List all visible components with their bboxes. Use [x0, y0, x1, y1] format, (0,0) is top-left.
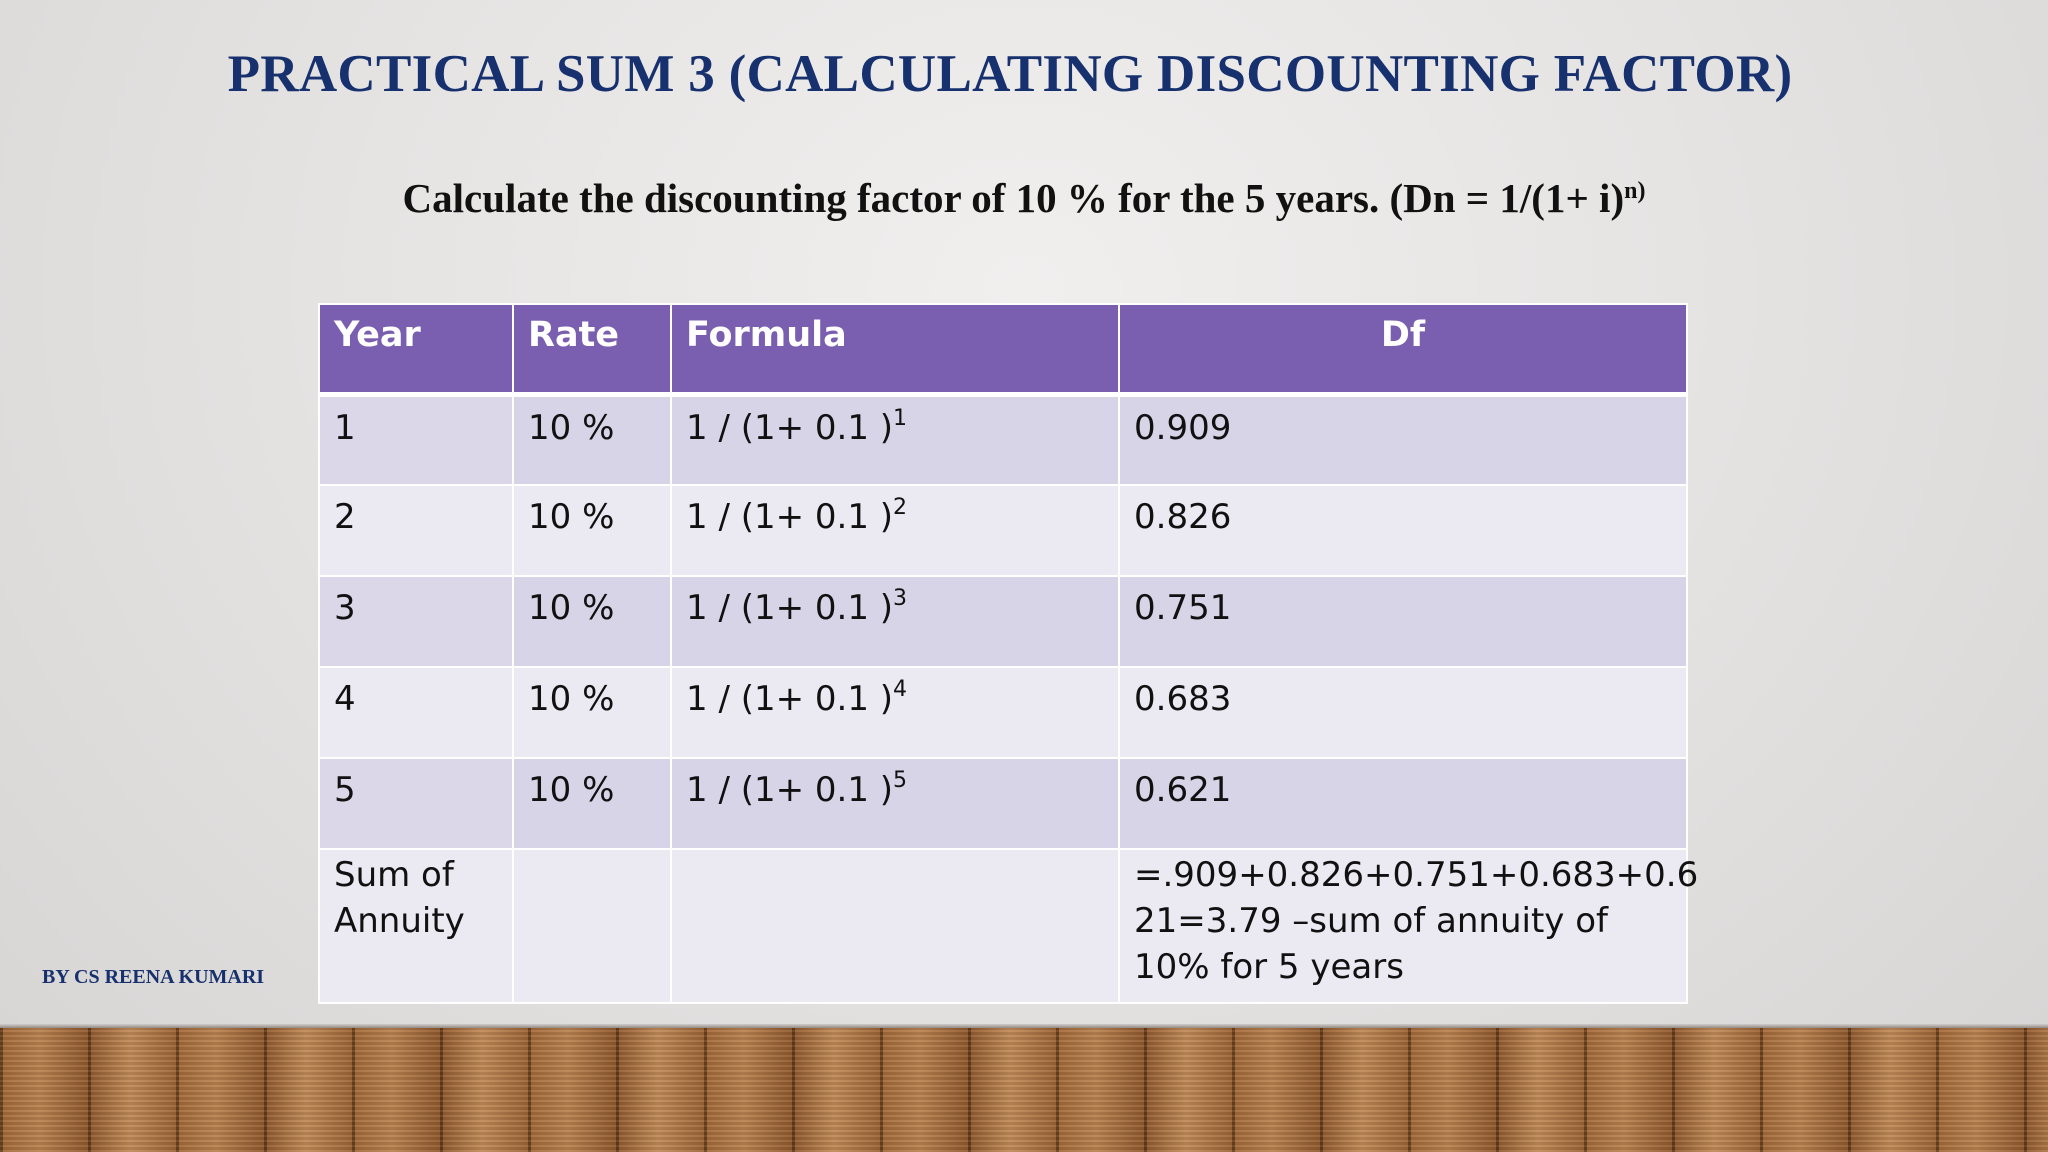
header-rate: Rate	[512, 303, 672, 397]
df-cell: 0.909	[1118, 393, 1688, 486]
table-row: 1 10 % 1 / (1+ 0.1 )1 0.909	[318, 393, 1688, 486]
formula-exponent: 3	[893, 586, 908, 611]
sum-df-cell: =.909+0.826+0.751+0.683+0.6 21=3.79 –sum…	[1118, 848, 1699, 1004]
sum-label-line: Sum of	[334, 855, 454, 895]
rate-cell: 10 %	[512, 484, 672, 577]
header-formula: Formula	[670, 303, 1120, 397]
df-cell: 0.826	[1118, 484, 1688, 577]
df-cell: 0.621	[1118, 757, 1688, 850]
table-row: 3 10 % 1 / (1+ 0.1 )3 0.751	[318, 575, 1688, 668]
empty-cell	[512, 848, 672, 1004]
author-credit: BY CS REENA KUMARI	[42, 966, 265, 988]
table-row: 5 10 % 1 / (1+ 0.1 )5 0.621	[318, 757, 1688, 850]
discounting-factor-table: Year Rate Formula Df 1 10 % 1 / (1+ 0.1 …	[318, 303, 1699, 1004]
formula-exponent: 1	[893, 405, 908, 431]
df-cell: 0.683	[1118, 666, 1688, 759]
wooden-floor-image	[0, 1028, 2048, 1152]
sum-of-annuity-row: Sum of Annuity =.909+0.826+0.751+0.683+0…	[318, 848, 1699, 1004]
formula-exponent: 5	[893, 768, 908, 793]
question-text: Calculate the discounting factor of 10 %…	[0, 174, 2048, 222]
formula-exponent: 2	[893, 495, 908, 520]
rate-cell: 10 %	[512, 757, 672, 850]
rate-cell: 10 %	[512, 575, 672, 668]
formula-cell: 1 / (1+ 0.1 )1	[670, 393, 1120, 486]
table-row: 2 10 % 1 / (1+ 0.1 )2 0.826	[318, 484, 1688, 577]
formula-cell: 1 / (1+ 0.1 )3	[670, 575, 1120, 668]
sum-df-line: 21=3.79 –sum of annuity of	[1134, 901, 1608, 941]
question-main-text: Calculate the discounting factor of 10 %…	[402, 175, 1625, 221]
sum-df-line: =.909+0.826+0.751+0.683+0.6	[1134, 855, 1699, 895]
formula-cell: 1 / (1+ 0.1 )4	[670, 666, 1120, 759]
formula-base: 1 / (1+ 0.1 )	[686, 588, 894, 628]
slide-title: PRACTICAL SUM 3 (CALCULATING DISCOUNTING…	[227, 45, 1793, 103]
formula-base: 1 / (1+ 0.1 )	[686, 770, 894, 810]
formula-base: 1 / (1+ 0.1 )	[686, 407, 894, 448]
year-cell: 1	[318, 393, 514, 486]
formula-exponent: 4	[893, 677, 908, 702]
formula-base: 1 / (1+ 0.1 )	[686, 497, 894, 537]
formula-base: 1 / (1+ 0.1 )	[686, 679, 894, 719]
question-superscript: n)	[1624, 178, 1646, 204]
header-year: Year	[318, 303, 514, 397]
rate-cell: 10 %	[512, 393, 672, 486]
year-cell: 5	[318, 757, 514, 850]
rate-cell: 10 %	[512, 666, 672, 759]
wood-grain-overlay	[0, 1028, 2048, 1152]
table-row: 4 10 % 1 / (1+ 0.1 )4 0.683	[318, 666, 1688, 759]
sum-label-cell: Sum of Annuity	[318, 848, 514, 1004]
year-cell: 4	[318, 666, 514, 759]
formula-cell: 1 / (1+ 0.1 )2	[670, 484, 1120, 577]
year-cell: 2	[318, 484, 514, 577]
header-df: Df	[1118, 303, 1688, 397]
empty-cell	[670, 848, 1120, 1004]
year-cell: 3	[318, 575, 514, 668]
sum-df-line: 10% for 5 years	[1134, 947, 1404, 987]
df-cell: 0.751	[1118, 575, 1688, 668]
table-header-row: Year Rate Formula Df	[318, 303, 1688, 397]
sum-label-line: Annuity	[334, 901, 465, 941]
formula-cell: 1 / (1+ 0.1 )5	[670, 757, 1120, 850]
